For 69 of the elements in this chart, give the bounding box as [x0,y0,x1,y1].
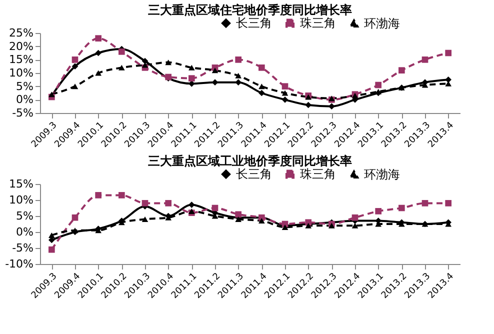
y-tick-label: 25% [9,26,34,40]
legend-label: 环渤海 [364,16,400,30]
point [188,75,195,82]
point [258,90,265,96]
point [282,83,288,90]
point [142,216,148,222]
point [258,64,265,71]
point [118,48,125,55]
legend-label: 长三角 [236,167,272,182]
point [118,64,125,70]
y-tick-label: 10% [9,194,34,206]
point [95,70,102,76]
point [422,200,428,206]
y-tick-label: 0% [16,226,34,238]
y-tick-label: 15% [9,178,34,190]
legend-label: 珠三角 [300,167,336,182]
point [235,211,242,218]
point [72,63,78,70]
point [258,84,265,90]
y-tick-label: 0% [16,93,34,106]
point [352,214,358,221]
legend-label: 长三角 [236,16,272,30]
point [72,214,78,221]
point [282,96,288,103]
point [165,60,172,66]
point [95,35,102,42]
point [352,222,358,228]
point [282,90,288,96]
point [235,72,242,78]
point [328,103,335,110]
y-tick-label: -5% [12,106,34,120]
point [165,200,172,206]
point [142,58,148,64]
point [95,192,102,198]
point [72,84,78,90]
point [445,76,452,83]
y-tick-label: -5% [12,242,34,254]
y-tick-label: -10% [5,258,34,270]
point [95,50,102,56]
point [445,200,452,206]
point [142,200,148,206]
point [188,202,195,208]
legend-label: 珠三角 [300,16,336,30]
point [212,68,218,74]
y-tick-label: 5% [16,80,34,93]
point [398,204,405,212]
point [188,64,195,70]
point [305,102,312,108]
point [142,62,148,68]
point [48,232,55,238]
chart-title: 三大重点区域住宅地价季度同比增长率 [148,3,352,17]
y-tick-label: 5% [16,210,34,222]
point [72,56,78,63]
legend-label: 环渤海 [364,167,400,182]
point [398,67,405,74]
point [48,246,55,253]
y-tick-label: 20% [9,40,34,53]
point [258,218,265,224]
point [445,50,452,56]
point [375,82,382,88]
chart-title: 三大重点区域工业地价季度同比增长率 [148,154,352,168]
point [375,208,382,214]
y-tick-label: 15% [9,53,34,66]
point [118,192,125,198]
point [422,56,428,63]
point [212,204,218,212]
point [212,79,218,86]
y-tick-label: 10% [9,66,34,80]
point [235,56,242,63]
